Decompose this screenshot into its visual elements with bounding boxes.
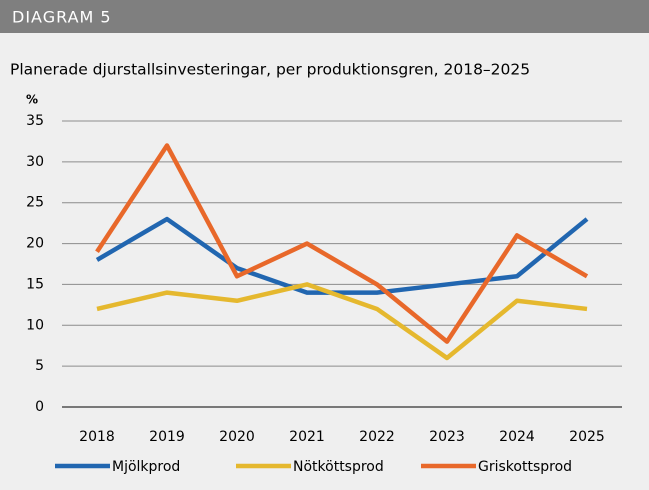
y-tick-label: 0 [35,399,44,415]
header: DIAGRAM 5 [12,8,112,27]
y-tick-label: 20 [26,236,44,252]
legend-label: Mjölkprod [112,459,180,475]
x-tick-label: 2023 [429,429,465,445]
line-series [95,143,589,344]
line-series [95,216,589,295]
y-axis-label: % [26,93,38,107]
x-tick-label: 2020 [219,429,255,445]
header-bar [0,0,649,33]
y-tick-label: 15 [26,276,44,292]
y-tick-label: 35 [26,113,44,129]
legend-label: Griskottsprod [478,459,572,475]
x-tick-label: 2022 [359,429,395,445]
legend-label: Nötköttsprod [293,459,384,475]
x-tick-label: 2019 [149,429,185,445]
x-tick-label: 2018 [79,429,115,445]
chart-title: Planerade djurstallsinvesteringar, per p… [10,61,530,79]
y-tick-label: 25 [26,195,44,211]
x-tick-label: 2025 [569,429,605,445]
y-tick-label: 30 [26,154,44,170]
y-tick-label: 10 [26,317,44,333]
x-tick-label: 2021 [289,429,325,445]
x-tick-label: 2024 [499,429,535,445]
line-series [96,282,588,361]
y-tick-label: 5 [35,358,44,374]
